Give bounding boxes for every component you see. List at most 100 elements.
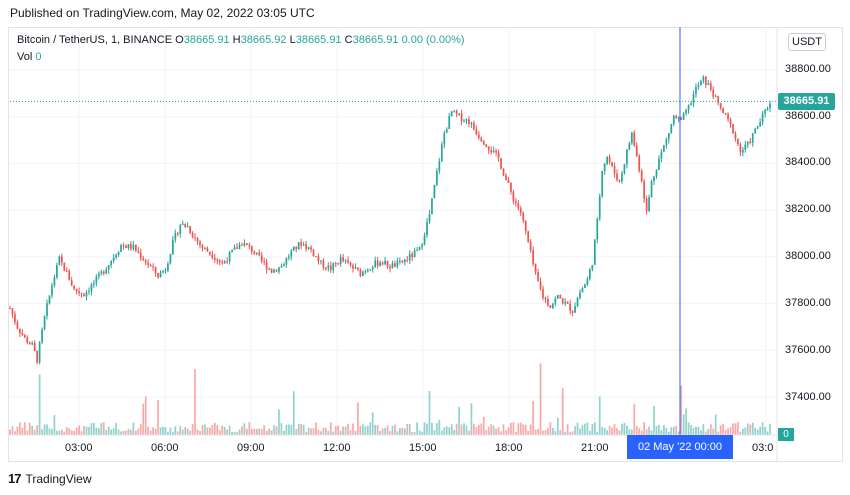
tradingview-logo-text: TradingView bbox=[25, 471, 92, 486]
candle-body bbox=[465, 119, 468, 121]
volume-bar bbox=[110, 429, 113, 435]
candle-body bbox=[527, 231, 530, 242]
volume-bar bbox=[766, 431, 769, 435]
candle-body bbox=[204, 247, 206, 249]
candle-body bbox=[643, 181, 646, 199]
volume-bar bbox=[221, 425, 224, 435]
candle-body bbox=[426, 222, 428, 236]
candle-body bbox=[174, 233, 177, 240]
candle-body bbox=[547, 299, 549, 306]
volume-bar bbox=[305, 431, 307, 435]
volume-bar bbox=[53, 415, 56, 435]
candle-body bbox=[663, 145, 665, 152]
volume-bar bbox=[547, 428, 549, 435]
volume-bar bbox=[152, 427, 154, 435]
chart-frame[interactable] bbox=[8, 27, 843, 462]
volume-bar bbox=[549, 422, 552, 435]
candle-body bbox=[105, 269, 108, 274]
volume-bar bbox=[650, 430, 653, 435]
candle-body bbox=[233, 247, 236, 250]
volume-bar bbox=[702, 424, 705, 435]
volume-bar bbox=[692, 427, 695, 435]
candle-body bbox=[386, 261, 389, 267]
candle-body bbox=[327, 265, 330, 269]
candle-body bbox=[41, 329, 43, 343]
volume-bar bbox=[556, 417, 559, 435]
volume-bar bbox=[621, 423, 623, 435]
candle-body bbox=[751, 133, 754, 143]
volume-bar bbox=[539, 363, 542, 435]
volume-bar bbox=[751, 422, 754, 435]
time-tick-label: 03:00 bbox=[65, 442, 93, 454]
volume-bar bbox=[732, 423, 734, 435]
price-tick-label: 38600.00 bbox=[785, 110, 831, 122]
candle-body bbox=[70, 280, 73, 286]
price-tick-label: 37400.00 bbox=[785, 391, 831, 403]
candle-body bbox=[682, 113, 685, 120]
volume-bar bbox=[584, 423, 586, 435]
candle-body bbox=[117, 251, 120, 255]
candle-body bbox=[613, 165, 616, 174]
volume-bar bbox=[401, 427, 404, 435]
candle-body bbox=[766, 107, 769, 110]
candle-body bbox=[184, 223, 187, 227]
volume-bar bbox=[658, 424, 660, 435]
candle-body bbox=[391, 263, 394, 269]
low-label: L bbox=[289, 34, 296, 46]
candle-body bbox=[344, 260, 347, 262]
candle-body bbox=[712, 89, 715, 97]
candle-body bbox=[450, 111, 453, 117]
volume-bar bbox=[68, 428, 71, 435]
volume-bar bbox=[117, 429, 120, 435]
candle-body bbox=[38, 342, 41, 363]
volume-bar bbox=[626, 425, 628, 435]
candle-body bbox=[487, 146, 490, 151]
volume-bar bbox=[361, 424, 364, 435]
candle-body bbox=[438, 161, 441, 171]
candle-body bbox=[231, 249, 233, 252]
candle-body bbox=[756, 126, 759, 129]
candle-body bbox=[246, 243, 248, 245]
candle-body bbox=[514, 201, 517, 204]
candle-body bbox=[463, 120, 465, 122]
volume-bar bbox=[85, 426, 88, 435]
candle-body bbox=[497, 152, 500, 159]
candle-body bbox=[16, 322, 19, 329]
volume-bar bbox=[411, 431, 414, 435]
candle-body bbox=[401, 260, 404, 263]
volume-bar bbox=[231, 431, 233, 435]
candle-body bbox=[352, 265, 354, 269]
symbol-label: Bitcoin / TetherUS, 1, BINANCE bbox=[17, 34, 173, 46]
volume-bar bbox=[342, 426, 344, 435]
volume-bar bbox=[431, 422, 433, 435]
candle-body bbox=[601, 171, 604, 197]
candle-body bbox=[445, 128, 448, 133]
volume-bar bbox=[473, 423, 475, 435]
candle-body bbox=[709, 83, 712, 90]
currency-button[interactable]: USDT bbox=[788, 33, 826, 51]
volume-bar bbox=[347, 423, 349, 435]
candle-body bbox=[727, 113, 729, 120]
tradingview-logo[interactable]: 17 TradingView bbox=[8, 471, 92, 486]
candle-body bbox=[759, 122, 761, 127]
volume-bar bbox=[344, 426, 347, 435]
volume-bar bbox=[194, 369, 196, 435]
volume-bar bbox=[623, 422, 626, 435]
volume-bar bbox=[36, 425, 39, 435]
volume-bar bbox=[162, 426, 164, 435]
volume-bar bbox=[465, 425, 468, 435]
volume-bar bbox=[653, 405, 655, 435]
volume-bar bbox=[707, 428, 710, 435]
candle-body bbox=[83, 294, 85, 297]
candle-body bbox=[196, 238, 199, 242]
candle-body bbox=[201, 244, 204, 249]
volume-bar bbox=[761, 422, 764, 435]
volume-bar bbox=[505, 430, 507, 435]
volume-bar bbox=[695, 426, 697, 435]
volume-bar bbox=[78, 425, 80, 435]
volume-bar bbox=[576, 422, 579, 435]
volume-bar bbox=[468, 430, 470, 435]
candle-body bbox=[428, 214, 431, 223]
volume-bar bbox=[70, 430, 73, 435]
